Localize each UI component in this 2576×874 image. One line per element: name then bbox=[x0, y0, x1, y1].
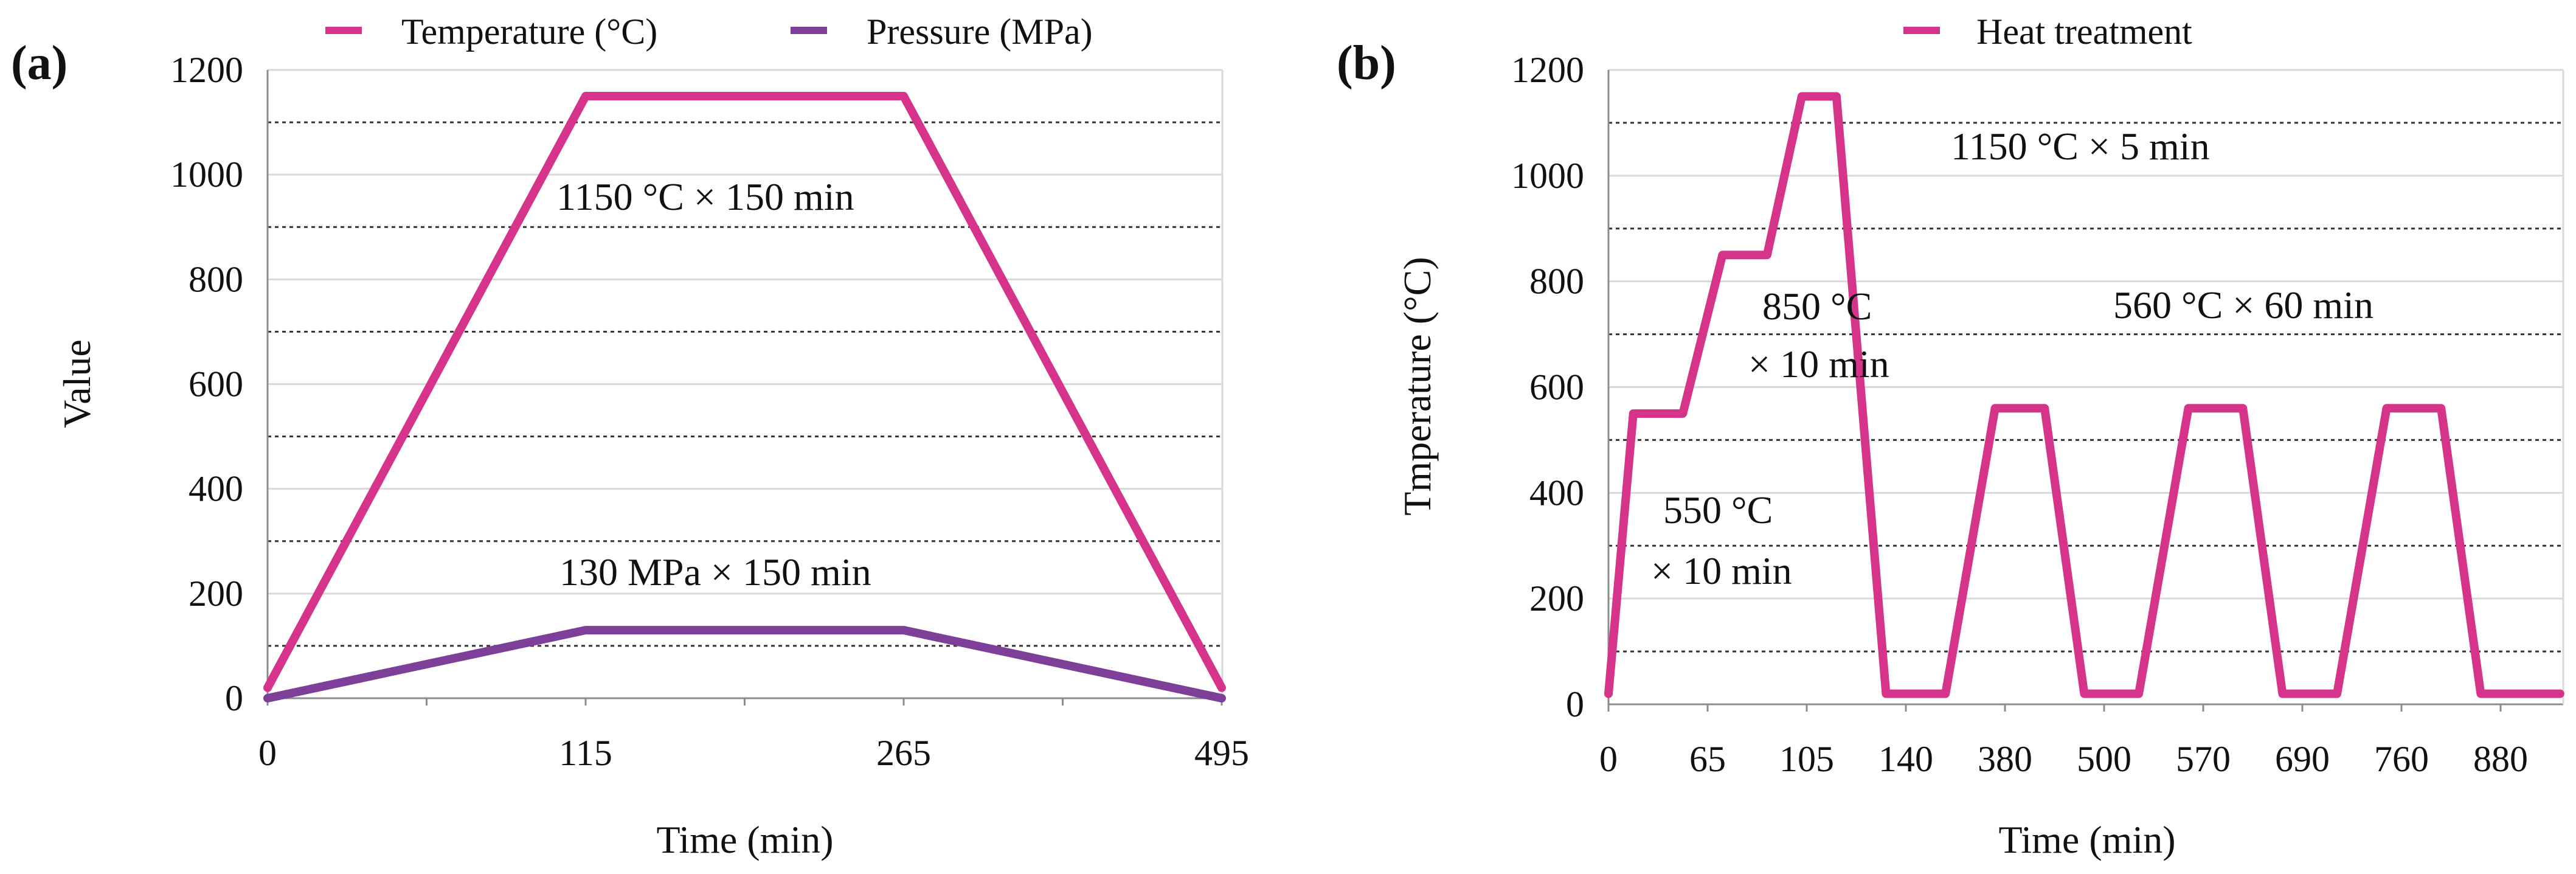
y-tick-label: 400 bbox=[189, 469, 243, 509]
x-tick-label: 380 bbox=[1978, 739, 2032, 779]
y-tick-label: 400 bbox=[1529, 473, 1584, 513]
x-tick-label: 0 bbox=[258, 733, 277, 773]
panel-a-y-axis-title: Value bbox=[55, 339, 99, 428]
x-tick-label: 140 bbox=[1878, 739, 1933, 779]
x-tick-label: 0 bbox=[1599, 739, 1618, 779]
annotation-850-time: × 10 min bbox=[1748, 342, 1889, 386]
panel-b-legend: Heat treatment bbox=[1903, 12, 2192, 52]
x-tick-label: 760 bbox=[2374, 739, 2429, 779]
y-tick-label: 600 bbox=[1529, 367, 1584, 408]
panel-b-dotted-gridlines bbox=[1608, 122, 2563, 653]
pressure-series-line bbox=[263, 626, 1226, 702]
x-tick-label: 570 bbox=[2176, 739, 2231, 779]
y-tick-label: 800 bbox=[1529, 262, 1584, 302]
temperature-series-line bbox=[263, 92, 1226, 692]
panel-b-x-tick-labels: 0 65 105 140 380 500 570 690 760 880 bbox=[1599, 704, 2528, 779]
x-tick-label: 115 bbox=[559, 733, 612, 773]
legend-label-temperature: Temperature (°C) bbox=[401, 12, 657, 52]
annotation-1150-hold: 1150 °C × 5 min bbox=[1951, 125, 2210, 168]
panel-a-label: (a) bbox=[11, 36, 68, 90]
panel-a-x-tick-labels: 0 115 265 495 bbox=[258, 698, 1249, 773]
annotation-560-hold: 560 °C × 60 min bbox=[2113, 283, 2373, 327]
panel-a-legend: Temperature (°C) Pressure (MPa) bbox=[325, 12, 1093, 52]
y-tick-label: 1200 bbox=[170, 50, 243, 90]
panel-b: (b) Heat treatment 0 200 400 600 800 1000 1200… bbox=[1337, 12, 2564, 861]
y-tick-label: 1000 bbox=[1511, 156, 1584, 196]
panel-b-label: (b) bbox=[1337, 36, 1396, 90]
y-tick-label: 200 bbox=[189, 574, 243, 614]
annotation-550-temp: 550 °C bbox=[1663, 488, 1773, 532]
y-tick-label: 0 bbox=[1566, 684, 1584, 724]
annotation-550-time: × 10 min bbox=[1651, 549, 1792, 592]
y-tick-label: 1200 bbox=[1511, 50, 1584, 90]
y-tick-label: 200 bbox=[1529, 578, 1584, 619]
x-tick-label: 690 bbox=[2275, 739, 2330, 779]
panel-a-dotted-gridlines bbox=[268, 121, 1222, 647]
x-tick-label: 265 bbox=[876, 733, 931, 773]
panel-a: (a) Temperature (°C) Pressure (MPa) 0 200… bbox=[11, 12, 1249, 861]
x-tick-label: 495 bbox=[1194, 733, 1249, 773]
x-tick-label: 65 bbox=[1689, 739, 1726, 779]
legend-label-pressure: Pressure (MPa) bbox=[867, 12, 1093, 52]
x-tick-label: 880 bbox=[2473, 739, 2528, 779]
y-tick-label: 0 bbox=[225, 678, 243, 718]
panel-b-y-tick-labels: 0 200 400 600 800 1000 1200 bbox=[1511, 50, 1584, 724]
annotation-850-temp: 850 °C bbox=[1762, 285, 1872, 328]
panel-b-x-axis-title: Time (min) bbox=[1999, 818, 2176, 861]
annotation-temperature-hold: 1150 °C × 150 min bbox=[556, 175, 854, 218]
panel-a-x-axis-title: Time (min) bbox=[657, 818, 834, 861]
x-tick-label: 105 bbox=[1779, 739, 1834, 779]
heat-treatment-series-line bbox=[1604, 92, 2564, 698]
panel-b-solid-gridlines bbox=[1608, 69, 2563, 600]
y-tick-label: 600 bbox=[189, 364, 243, 404]
legend-label-heat-treatment: Heat treatment bbox=[1976, 12, 2192, 52]
panel-a-y-tick-labels: 0 200 400 600 800 1000 1200 bbox=[170, 50, 243, 718]
y-tick-label: 800 bbox=[189, 259, 243, 299]
x-tick-label: 500 bbox=[2077, 739, 2131, 779]
annotation-pressure-hold: 130 MPa × 150 min bbox=[559, 550, 871, 594]
y-tick-label: 1000 bbox=[170, 154, 243, 195]
panel-b-y-axis-title: Tmperature (°C) bbox=[1396, 257, 1439, 515]
